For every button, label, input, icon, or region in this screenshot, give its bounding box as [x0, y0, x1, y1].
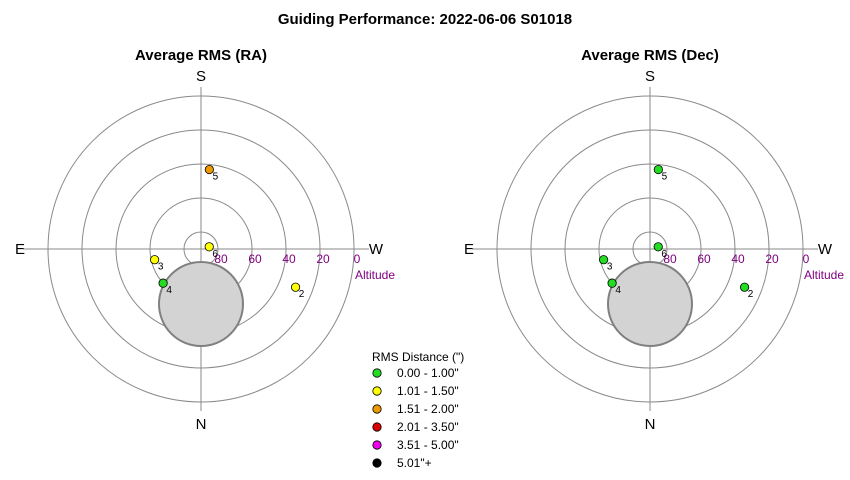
legend-swatch [372, 422, 382, 432]
altitude-tick-label: 0 [354, 252, 361, 266]
legend-swatch [372, 458, 382, 468]
data-point-label: 3 [158, 262, 164, 273]
data-point-6 [653, 242, 663, 252]
legend-title: RMS Distance (") [372, 350, 464, 364]
altitude-tick-label: 80 [663, 252, 677, 266]
legend-swatch [372, 440, 382, 450]
data-point-5 [653, 164, 663, 175]
legend-swatch [372, 368, 382, 378]
altitude-tick-label: 60 [248, 252, 262, 266]
data-point-2 [290, 282, 301, 292]
data-point-6 [204, 242, 214, 252]
data-point-label: 3 [607, 262, 613, 273]
data-point-4 [158, 278, 168, 288]
direction-label-south: S [196, 68, 206, 85]
data-point-label: 5 [213, 172, 219, 183]
direction-label-north: N [645, 416, 656, 433]
legend-item-label: 1.01 - 1.50" [397, 384, 459, 398]
data-point-label: 2 [299, 289, 305, 300]
data-point-2 [739, 282, 750, 292]
altitude-tick-label: 20 [765, 252, 779, 266]
direction-label-north: N [196, 416, 207, 433]
plot-subtitle: Average RMS (RA) [135, 47, 267, 64]
altitude-tick-label: 60 [697, 252, 711, 266]
data-point-3 [150, 255, 160, 265]
direction-label-east: E [15, 241, 25, 258]
plot-subtitle: Average RMS (Dec) [581, 47, 719, 64]
altitude-tick-label: 40 [282, 252, 296, 266]
data-point-5 [204, 164, 214, 175]
direction-label-south: S [645, 68, 655, 85]
legend-item-label: 0.00 - 1.00" [397, 366, 459, 380]
altitude-tick-label: 80 [214, 252, 228, 266]
direction-label-east: E [464, 241, 474, 258]
data-point-label: 6 [661, 249, 667, 260]
data-point-label: 4 [615, 285, 621, 296]
altitude-axis-label: Altitude [355, 268, 395, 282]
legend-item-label: 1.51 - 2.00" [397, 402, 459, 416]
legend-item-label: 2.01 - 3.50" [397, 420, 459, 434]
legend-item-label: 3.51 - 5.00" [397, 438, 459, 452]
legend-swatch [372, 386, 382, 396]
data-point-label: 2 [748, 289, 754, 300]
data-point-label: 5 [662, 172, 668, 183]
data-point-label: 4 [166, 285, 172, 296]
data-point-label: 6 [212, 249, 218, 260]
legend-item-label: 5.01"+ [397, 456, 432, 470]
polar-plot-dec: Average RMS (Dec) S N E W 80 60 40 20 0 Altitude 2… [464, 47, 844, 433]
altitude-tick-label: 20 [316, 252, 330, 266]
figure-title: Guiding Performance: 2022-06-06 S01018 [278, 11, 572, 28]
altitude-tick-label: 40 [731, 252, 745, 266]
altitude-tick-label: 0 [803, 252, 810, 266]
direction-label-west: W [818, 241, 833, 258]
legend: RMS Distance (") 0.00 - 1.00" 1.01 - 1.50… [372, 350, 464, 470]
data-point-3 [599, 255, 609, 265]
altitude-axis-label: Altitude [804, 268, 844, 282]
direction-label-west: W [369, 241, 384, 258]
horizon-obstruction [158, 261, 244, 347]
polar-plot-ra: Average RMS (RA) S N E W 80 60 40 20 0 Altitude 2 3… [15, 47, 395, 433]
horizon-obstruction [607, 261, 693, 347]
legend-swatch [372, 404, 382, 414]
data-point-4 [607, 278, 617, 288]
